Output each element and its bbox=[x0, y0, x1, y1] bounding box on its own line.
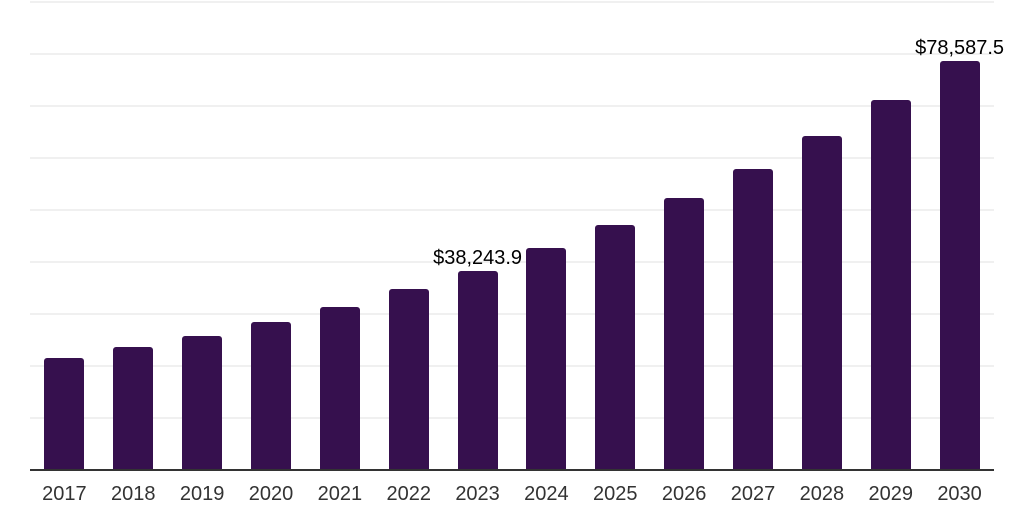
bar-2021 bbox=[319, 306, 360, 470]
bar-2024 bbox=[526, 248, 567, 470]
bar-2022 bbox=[388, 289, 429, 470]
gridline bbox=[30, 105, 994, 107]
bar-2020 bbox=[251, 322, 291, 470]
x-tick-label-2029: 2029 bbox=[868, 483, 913, 505]
x-tick-label-2026: 2026 bbox=[661, 483, 707, 505]
bar-2028 bbox=[801, 135, 842, 470]
gridline bbox=[30, 365, 994, 367]
x-tick-label-2030: 2030 bbox=[937, 483, 982, 505]
bar-value-label-2030: $78,587.5 bbox=[915, 37, 1005, 60]
x-tick-label-2017: 2017 bbox=[42, 483, 87, 505]
gridline bbox=[30, 157, 994, 159]
x-tick-label-2019: 2019 bbox=[179, 483, 225, 505]
bar-2023 bbox=[457, 271, 498, 470]
bar-2025 bbox=[595, 225, 636, 470]
x-tick-label-2020: 2020 bbox=[248, 483, 294, 505]
bar-2030 bbox=[939, 61, 980, 470]
bar-2017 bbox=[44, 358, 85, 470]
gridline bbox=[30, 417, 994, 419]
bar-2027 bbox=[733, 169, 773, 470]
x-tick-label-2028: 2028 bbox=[799, 483, 845, 505]
gridline bbox=[30, 53, 994, 55]
x-tick-label-2023: 2023 bbox=[455, 483, 500, 505]
gridline bbox=[30, 261, 994, 263]
bar-2029 bbox=[870, 100, 911, 470]
gridline bbox=[30, 209, 994, 211]
x-tick-label-2027: 2027 bbox=[730, 483, 776, 505]
bar-2018 bbox=[113, 347, 154, 470]
gridline bbox=[30, 313, 994, 315]
x-tick-label-2022: 2022 bbox=[386, 483, 431, 505]
bar-2026 bbox=[664, 198, 705, 470]
gridline bbox=[30, 1, 994, 3]
bar-value-label-2023: $38,243.9 bbox=[433, 247, 523, 270]
x-tick-label-2025: 2025 bbox=[593, 483, 638, 505]
x-tick-label-2018: 2018 bbox=[111, 483, 156, 505]
bar-2019 bbox=[182, 335, 223, 470]
x-tick-label-2021: 2021 bbox=[317, 483, 363, 505]
x-axis-line bbox=[30, 469, 994, 471]
x-tick-label-2024: 2024 bbox=[524, 483, 569, 505]
